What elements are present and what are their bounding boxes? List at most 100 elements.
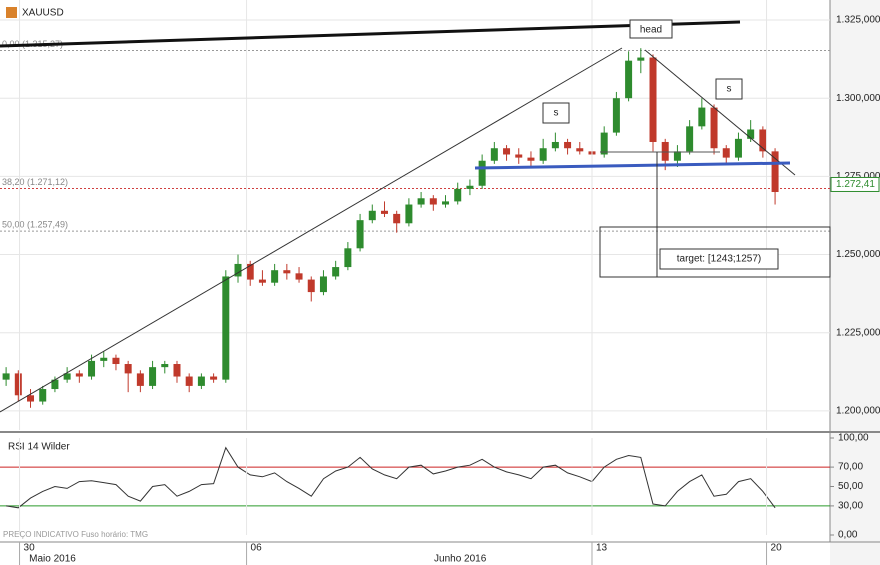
candle-body xyxy=(490,148,498,161)
y-tick-label: 0,00 xyxy=(838,530,858,541)
candle-body xyxy=(344,248,352,268)
y-tick-label: 50,00 xyxy=(838,481,863,492)
candle-body xyxy=(759,129,767,152)
candle-body xyxy=(673,151,681,161)
footer: PREÇO INDICATIVO Fuso horário: TMG xyxy=(3,530,148,539)
candle-body xyxy=(112,357,120,365)
candle-body xyxy=(661,141,669,161)
candle-body xyxy=(234,263,242,277)
candle-body xyxy=(393,213,401,224)
annotation: target: [1243;1257) xyxy=(677,254,762,265)
y-tick-label: 1.250,000 xyxy=(836,249,880,260)
fib-label: 50,00 (1.257,49) xyxy=(2,220,68,230)
drawings: head s s target: [1243;1257) xyxy=(0,19,831,413)
candle-body xyxy=(368,210,376,221)
candle-body xyxy=(75,373,83,377)
candle-body xyxy=(698,107,706,127)
annotation-box xyxy=(629,19,673,39)
x-tick-label: 30 xyxy=(24,543,36,554)
candle-body xyxy=(576,148,584,152)
last-price-box xyxy=(830,176,880,192)
y-tick-label: 30,00 xyxy=(838,501,863,512)
candle-body xyxy=(625,60,633,99)
rsi-panel: 100,00 70,00 50,00 30,00 0,00 30 06 13 20 Maio 20… xyxy=(0,433,869,565)
month-label: Maio 2016 xyxy=(29,554,76,565)
annotation-box xyxy=(715,78,743,100)
candle-body xyxy=(478,160,486,186)
candle-body xyxy=(503,148,511,155)
candle-body xyxy=(246,263,254,280)
neckline xyxy=(474,161,791,170)
candle-body xyxy=(100,357,108,361)
indicator-title: RSI 14 Wilder xyxy=(8,442,70,453)
candle-body xyxy=(454,188,462,202)
candle-body xyxy=(466,185,474,189)
y-tick-label: 1.325,000 xyxy=(836,15,880,26)
trend-line xyxy=(0,20,741,48)
symbol-icon xyxy=(6,7,17,18)
candle-body xyxy=(210,376,218,380)
candle-body xyxy=(417,198,425,205)
candle-body xyxy=(564,141,572,149)
chart-title: XAUUSD xyxy=(22,8,64,19)
candle-body xyxy=(551,141,559,149)
annotation: head xyxy=(640,25,662,36)
candle-body xyxy=(222,276,230,380)
candle-body xyxy=(39,389,47,402)
y-tick-label: 1.300,000 xyxy=(836,93,880,104)
trend-line xyxy=(644,49,796,176)
candle-body xyxy=(271,270,279,283)
candle-body xyxy=(600,132,608,155)
trend-line xyxy=(0,47,623,413)
candle-body xyxy=(136,373,144,386)
annotation: s xyxy=(554,108,559,119)
candle-body xyxy=(612,98,620,133)
last-price-label: 1.272,41 xyxy=(836,179,875,190)
candle-body xyxy=(51,379,59,390)
candle-body xyxy=(710,107,718,149)
annotation-box xyxy=(542,102,570,124)
candle-body xyxy=(161,364,169,368)
candle-body xyxy=(527,157,535,161)
annotation-box xyxy=(659,248,779,270)
candle-body xyxy=(124,364,132,374)
candle-body xyxy=(2,373,10,380)
candle-body xyxy=(771,151,779,193)
y-tick-label: 1.200,000 xyxy=(836,406,880,417)
candle-body xyxy=(722,148,730,158)
candle-body xyxy=(63,373,71,380)
candle-body xyxy=(637,57,645,61)
x-tick-label: 13 xyxy=(596,543,608,554)
candle-body xyxy=(319,276,327,293)
candle-body xyxy=(515,154,523,158)
rsi-line xyxy=(6,446,776,509)
candle-body xyxy=(197,376,205,386)
price-panel: 1.325,000 1.300,000 1.275,000 1.250,000 1.22… xyxy=(0,0,880,430)
candle-body xyxy=(442,201,450,205)
candle-body xyxy=(332,267,340,277)
y-tick-label: 100,00 xyxy=(838,433,869,444)
annotation: s xyxy=(727,84,732,95)
candle-body xyxy=(258,279,266,283)
candle-body xyxy=(149,367,157,386)
candle-body xyxy=(27,395,35,402)
x-tick-label: 20 xyxy=(771,543,783,554)
candle-body xyxy=(539,148,547,161)
y-tick-label: 1.225,000 xyxy=(836,327,880,338)
candle-body xyxy=(173,364,181,377)
candle-body xyxy=(14,373,22,396)
x-tick-label: 06 xyxy=(251,543,263,554)
candle-body xyxy=(734,138,742,158)
candle-body xyxy=(185,376,193,386)
fib-label: 38,20 (1.271,12) xyxy=(2,177,68,187)
candle-body xyxy=(405,204,413,224)
target-box xyxy=(599,226,831,278)
candle-body xyxy=(429,198,437,205)
candle-body xyxy=(356,220,364,249)
candle-body xyxy=(295,273,303,280)
candle-body xyxy=(747,129,755,139)
candle-body xyxy=(686,126,694,152)
candle-body xyxy=(649,57,657,142)
